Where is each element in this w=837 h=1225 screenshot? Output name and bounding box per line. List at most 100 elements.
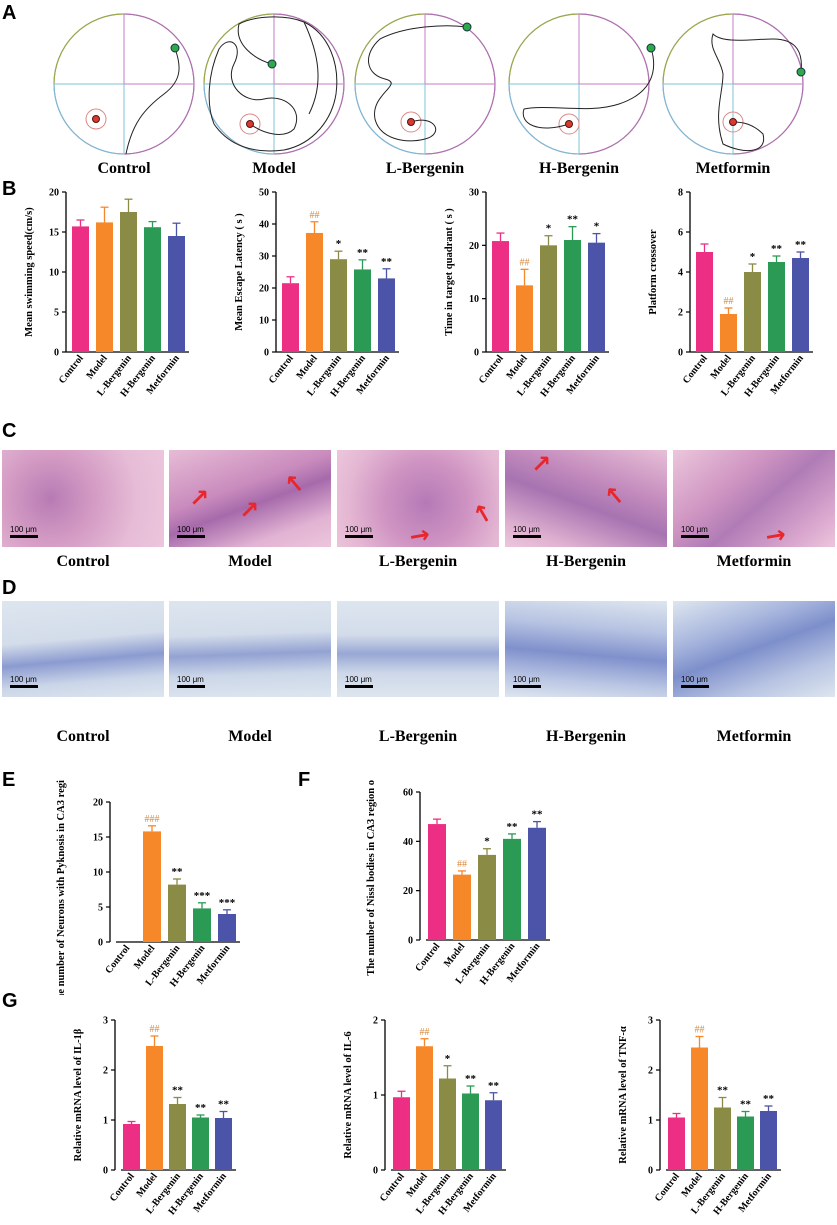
scale-bar: [10, 535, 38, 538]
chart-pyknosis: 0 5 10 15 20 The number of Neurons with Pykno…: [56, 780, 240, 995]
bar-h-bergenin: [144, 227, 161, 352]
panel-label-b: B: [2, 178, 17, 200]
y-tick-label: 0: [54, 348, 59, 359]
bar-control: [428, 824, 446, 940]
chart-nissl-bodies: 0 20 40 60 The number of Nissl bodies in CA3…: [366, 780, 550, 987]
scale-label: 100 μm: [513, 675, 540, 684]
y-tick-label: 5: [54, 308, 59, 319]
y-tick-label: 50: [259, 188, 269, 199]
significance-label: ###: [145, 814, 160, 825]
he-image-model: ↑ ↑ ↑ 100 μm: [169, 450, 331, 547]
y-axis-label: Time in target quadrant ( s ): [444, 208, 455, 336]
nissl-image-control: 100 μm: [2, 601, 164, 697]
y-axis-label: Mean Escape Latency ( s ): [234, 213, 245, 331]
bar-l-bergenin: [330, 259, 347, 352]
caption-c-h-bergenin: H-Bergenin: [546, 553, 626, 570]
caption-a-metformin: Metformin: [695, 160, 771, 177]
bar-control: [492, 241, 509, 352]
y-tick-label: 0: [98, 938, 103, 949]
bar-control: [696, 252, 713, 352]
significance-label: **: [172, 866, 184, 878]
arrow-icon: ↑: [182, 480, 217, 516]
bar-l-bergenin: [744, 272, 761, 352]
category-label: Control: [681, 353, 710, 386]
y-axis-label: Relative mRNA level of IL-6: [343, 1031, 354, 1158]
y-tick-label: 20: [93, 798, 103, 809]
bar-l-bergenin: [714, 1107, 731, 1170]
bar-model: [691, 1047, 708, 1170]
significance-label: **: [357, 247, 369, 259]
y-axis-label: Relative mRNA level of IL-1β: [73, 1028, 84, 1161]
y-tick-label: 0: [678, 348, 683, 359]
significance-label: ##: [150, 1024, 160, 1035]
category-label: Control: [57, 353, 86, 386]
nissl-image-l-bergenin: 100 μm: [337, 601, 499, 697]
scale-bar: [513, 685, 541, 688]
category-label: Control: [108, 1171, 137, 1204]
category-label: Control: [103, 943, 132, 976]
y-tick-label: 3: [103, 1016, 108, 1027]
y-tick-label: 1: [103, 1116, 108, 1127]
nissl-image-h-bergenin: 100 μm: [505, 601, 667, 697]
significance-label: **: [195, 1102, 207, 1114]
scale-label: 100 μm: [177, 675, 204, 684]
bar-model: [416, 1046, 433, 1170]
bar-control: [393, 1097, 410, 1170]
scale-label: 100 μm: [177, 525, 204, 534]
bar-model: [720, 314, 737, 352]
significance-label: **: [795, 239, 807, 251]
bar-l-bergenin: [540, 245, 557, 352]
category-label: Control: [653, 1171, 682, 1204]
caption-a-control: Control: [97, 160, 151, 177]
significance-label: *: [546, 223, 552, 235]
bar-metformin: [792, 258, 809, 352]
y-tick-label: 2: [103, 1066, 108, 1077]
y-axis-label: Platform crossover: [648, 229, 659, 315]
y-axis-label: Relative mRNA level of TNF-α: [618, 1026, 629, 1164]
y-tick-label: 2: [373, 1016, 378, 1027]
scale-label: 100 μm: [345, 525, 372, 534]
arrow-icon: ↑: [524, 450, 559, 482]
water-maze-panel: Control Model L-Bergenin H-Bergenin Metf…: [0, 0, 837, 180]
panel-label-d: D: [2, 577, 17, 599]
bar-l-bergenin: [478, 854, 496, 940]
maze-model: [203, 13, 345, 155]
significance-label: **: [488, 1080, 500, 1092]
scale-bar: [681, 535, 709, 538]
chart-swimming-speed: 0 5 10 15 20 Mean swimming speed(cm/s) Control…: [24, 188, 189, 399]
panel-label-f: F: [298, 769, 311, 791]
significance-label: ##: [420, 1027, 430, 1038]
bar-l-bergenin: [168, 884, 186, 942]
y-axis-label: The number of Nissl bodies in CA3 region…: [366, 780, 377, 976]
significance-label: **: [507, 821, 519, 833]
bar-metformin: [588, 242, 605, 352]
bar-control: [72, 226, 89, 352]
bar-model: [96, 222, 113, 352]
significance-label: **: [218, 1099, 230, 1111]
bar-h-bergenin: [193, 908, 211, 942]
nissl-image-model: 100 μm: [169, 601, 331, 697]
caption-c-model: Model: [228, 553, 272, 570]
scale-bar: [10, 685, 38, 688]
bar-h-bergenin: [462, 1093, 479, 1170]
category-label: Control: [413, 941, 442, 974]
y-tick-label: 60: [403, 788, 413, 799]
significance-label: **: [381, 256, 393, 268]
significance-label: **: [740, 1099, 752, 1111]
bar-metformin: [528, 827, 546, 940]
caption-a-h-bergenin: H-Bergenin: [539, 160, 619, 177]
bar-metformin: [760, 1111, 777, 1170]
y-tick-label: 10: [259, 316, 269, 327]
scale-bar: [177, 535, 205, 538]
chart-tnfa: 0 1 2 3 Relative mRNA level of TNF-α Control #…: [618, 1016, 781, 1217]
panel-label-e: E: [2, 769, 16, 791]
significance-label: ##: [457, 859, 467, 870]
panel-label-g: G: [2, 990, 18, 1012]
bar-model: [143, 831, 161, 942]
chart-target-quadrant: 0 10 20 30 Time in target quadrant ( s ) Cont…: [444, 188, 609, 399]
category-label: Control: [378, 1171, 407, 1204]
arrow-icon: ↑: [759, 523, 791, 547]
y-tick-label: 1: [648, 1116, 653, 1127]
significance-label: **: [172, 1085, 184, 1097]
